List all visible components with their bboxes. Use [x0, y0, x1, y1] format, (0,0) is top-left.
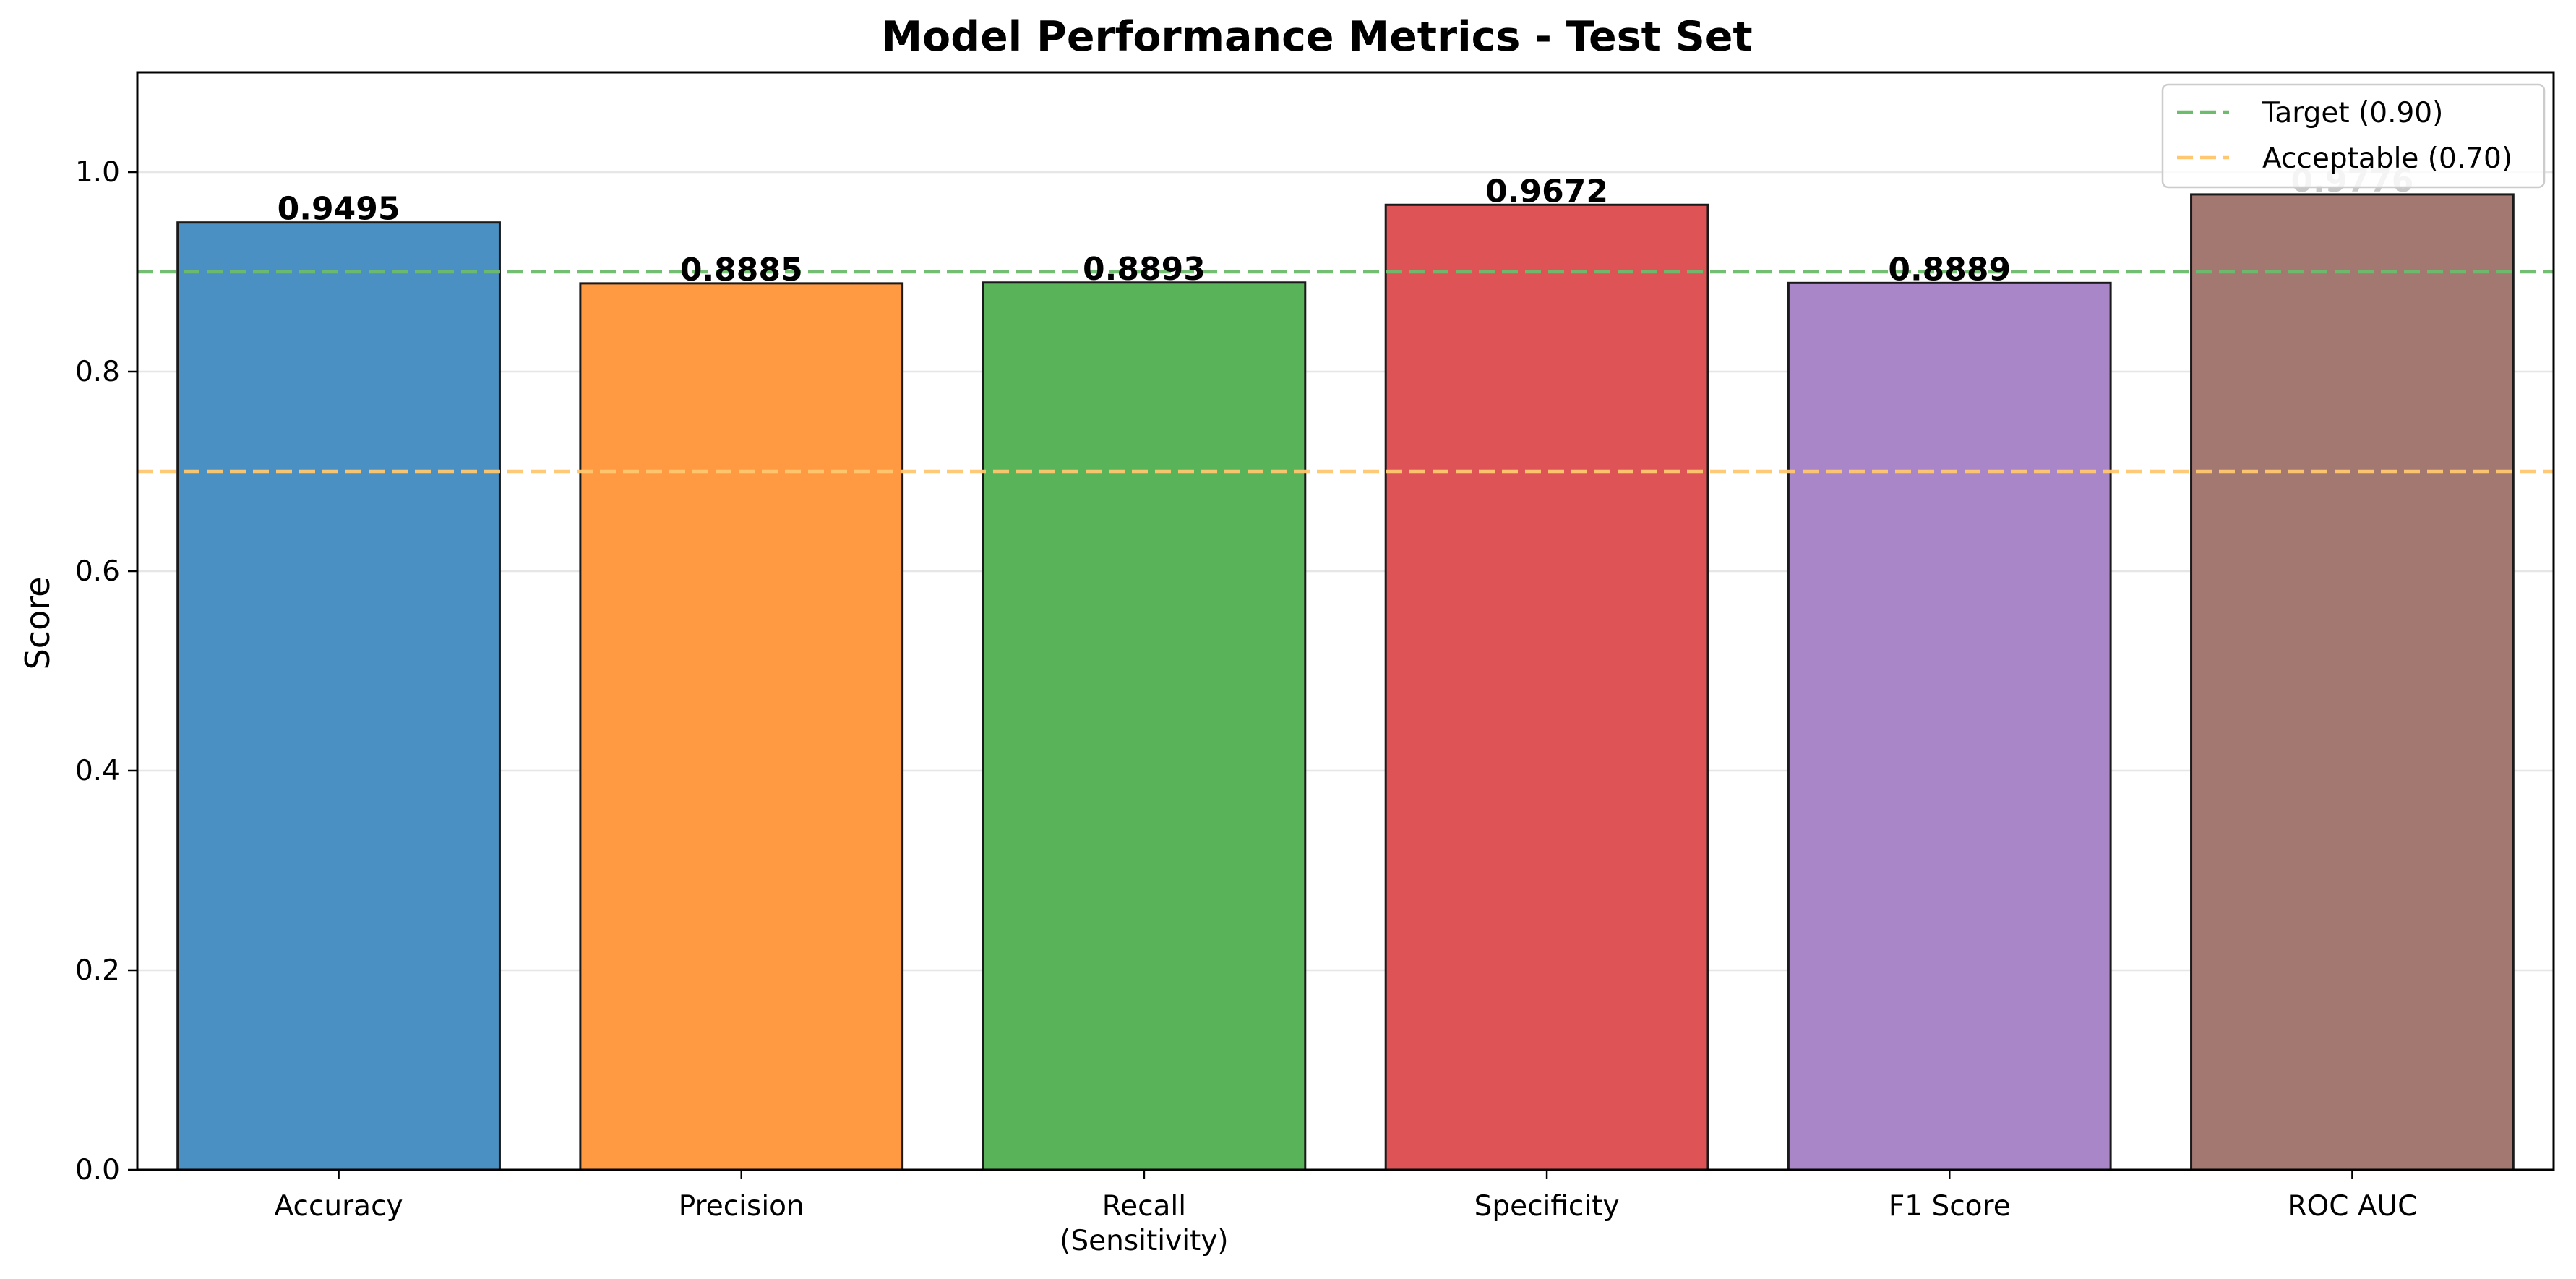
legend-label: Target (0.90) [2262, 97, 2443, 129]
y-tick-label: 0.8 [75, 356, 120, 388]
bar [2190, 193, 2515, 1171]
legend: Target (0.90) Acceptable (0.70) [2161, 83, 2546, 189]
value-label: 0.8893 [1083, 251, 1206, 288]
value-label: 0.8885 [680, 252, 803, 288]
plot-frame [136, 71, 2555, 1171]
value-label: 0.9672 [1485, 173, 1608, 210]
bar [176, 221, 501, 1171]
reference-lines [137, 270, 2554, 474]
x-tick-label: (Sensitivity) [1060, 1225, 1228, 1257]
legend-label: Acceptable (0.70) [2262, 142, 2512, 175]
bars [176, 193, 2515, 1171]
y-tick-label: 0.0 [75, 1154, 120, 1186]
y-tick-label: 1.0 [75, 156, 120, 189]
chart-title: Model Performance Metrics - Test Set [881, 13, 1752, 61]
bar [1787, 281, 2112, 1171]
y-tick-label: 0.4 [75, 755, 120, 787]
y-axis-title: Score [18, 577, 57, 670]
bar [1384, 203, 1709, 1171]
x-tick-label: Accuracy [275, 1190, 403, 1223]
bar [579, 282, 904, 1171]
y-tick-label: 0.6 [75, 555, 120, 588]
y-tick-label: 0.2 [75, 954, 120, 987]
x-tick-label: F1 Score [1889, 1190, 2011, 1223]
y-axis: 0.0 0.2 0.4 0.6 0.8 1.0 [75, 156, 137, 1186]
x-tick-label: ROC AUC [2287, 1190, 2417, 1223]
x-tick-label: Specificity [1474, 1190, 1620, 1223]
bar [982, 281, 1307, 1171]
x-tick-label: Precision [679, 1190, 804, 1223]
x-tick-label: Recall [1102, 1190, 1186, 1223]
legend-box [2161, 83, 2546, 189]
value-label: 0.9495 [278, 191, 400, 228]
x-axis: Accuracy Precision Recall(Sensitivity) Spec… [275, 1170, 2417, 1257]
value-label: 0.8889 [1888, 251, 2011, 288]
